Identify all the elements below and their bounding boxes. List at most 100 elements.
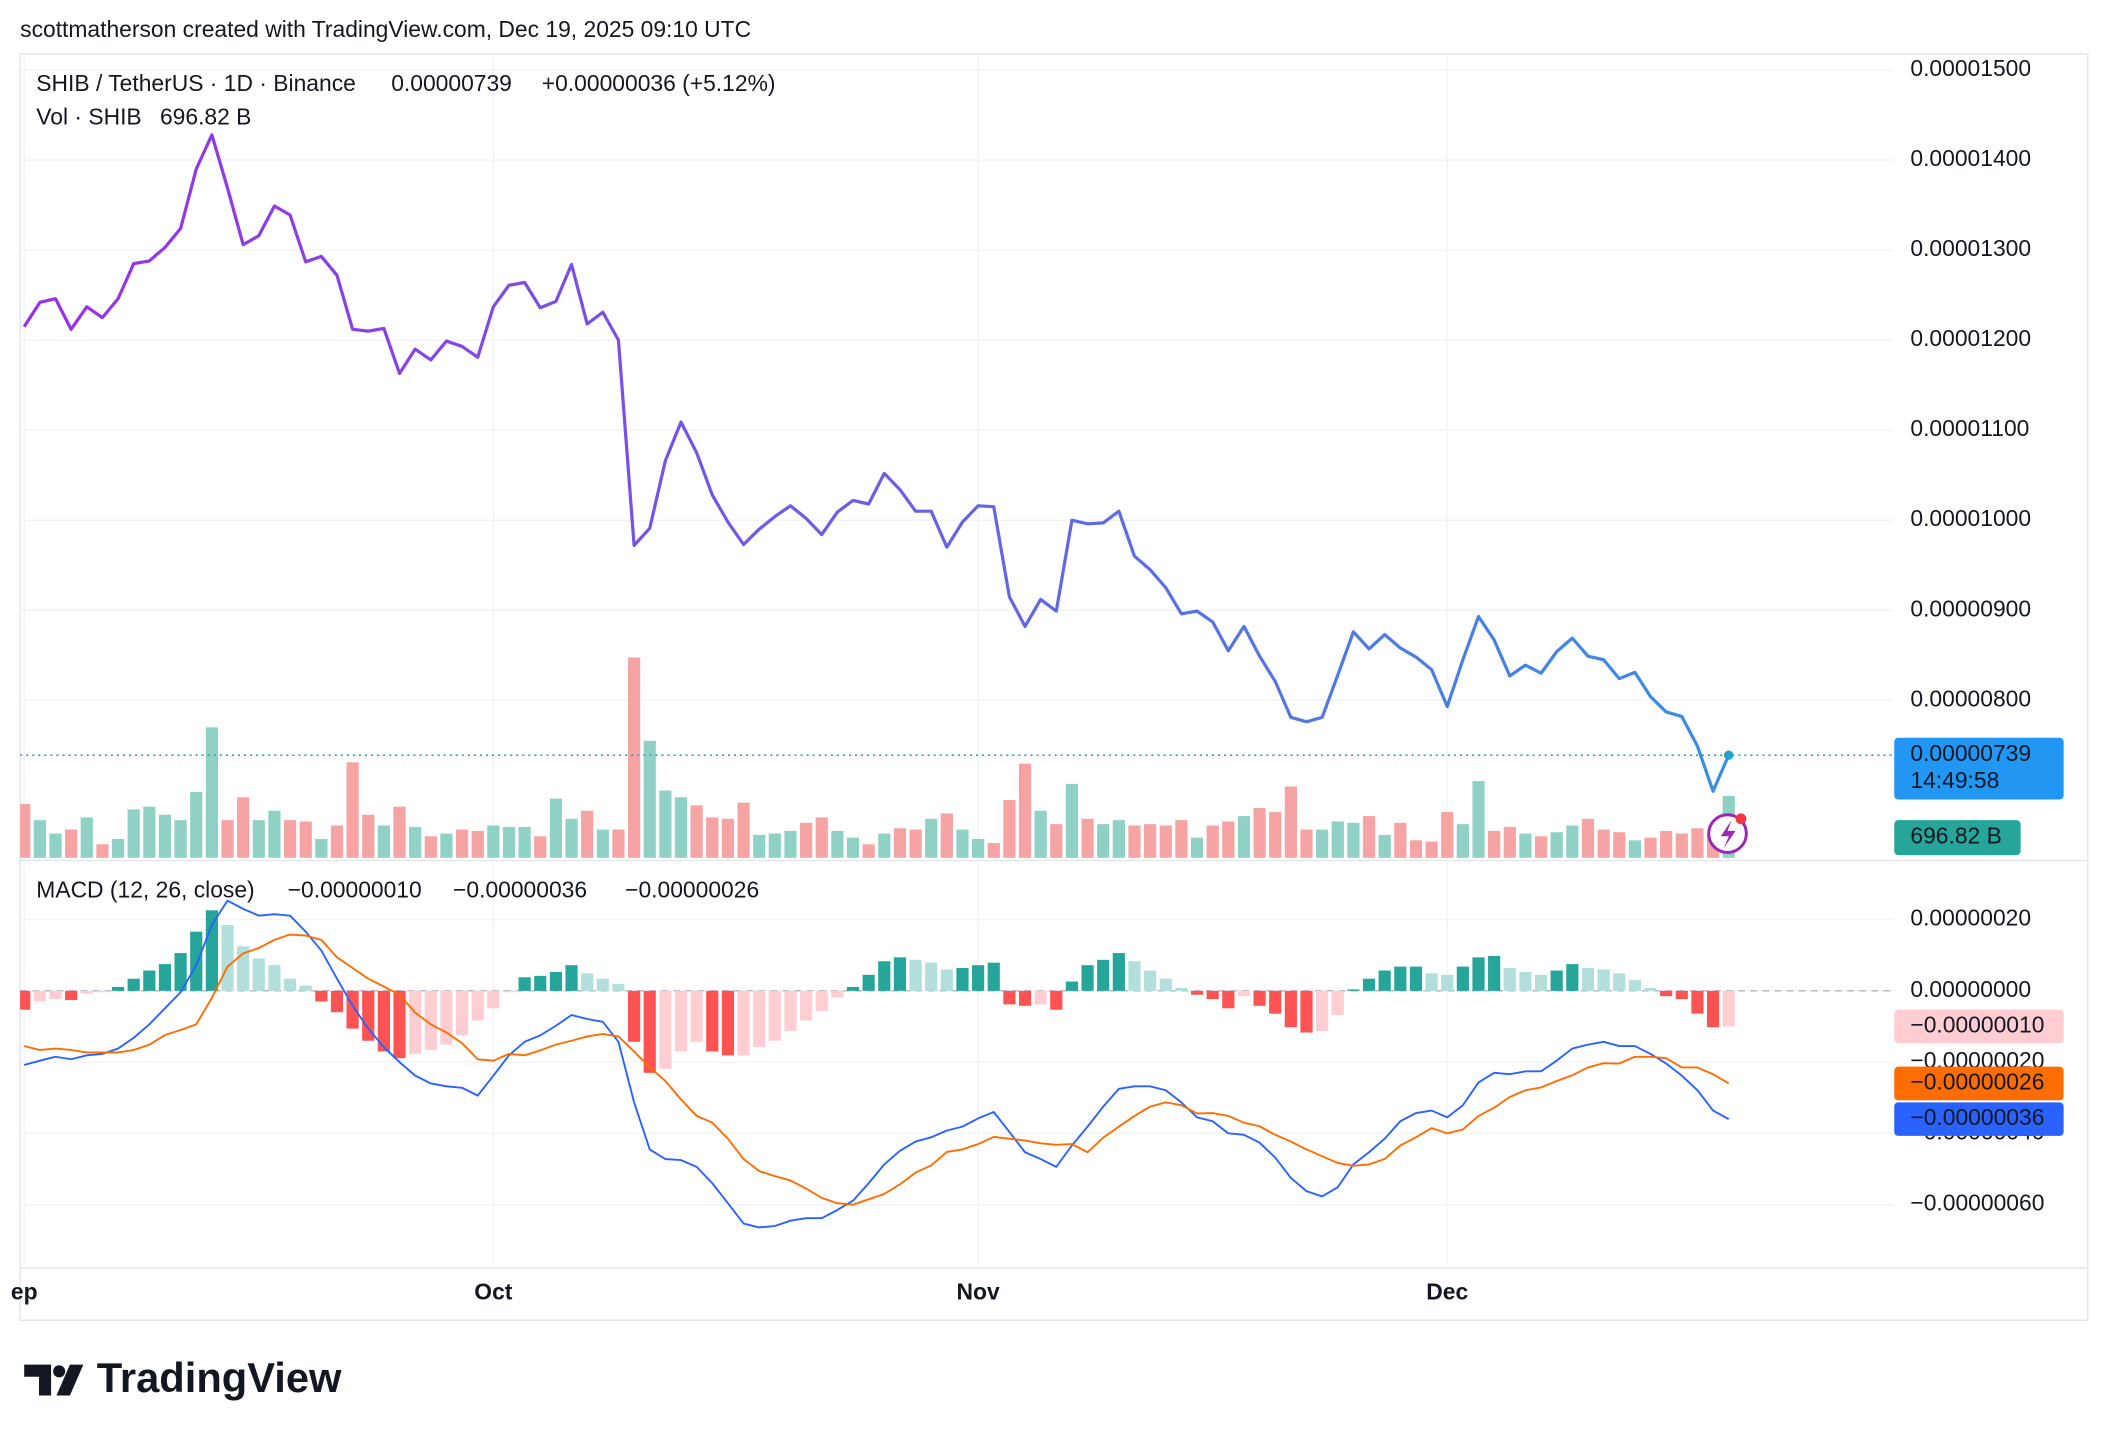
volume-bar [440,833,453,858]
volume-bar [299,821,312,858]
volume-bar [940,813,953,858]
volume-bar [1034,810,1047,858]
histogram-bar [940,969,953,991]
histogram-bar [1660,990,1673,997]
volume-bar [831,830,844,858]
histogram-bar [627,990,641,1042]
legend-signal: −0.00000026 [625,876,759,902]
histogram-bar [1613,973,1626,991]
histogram-bar [1331,990,1344,1016]
histogram-bar [1425,973,1438,991]
price-title: SHIB / TetherUS · 1D · Binance [36,70,356,96]
volume-bar [721,818,735,858]
volume-label-text: 696.82 B [1910,823,2001,849]
y-tick-label: 0.00001100 [1910,415,2029,441]
histogram-bar [925,962,938,991]
histogram-bar [424,990,437,1050]
volume-bar [1519,833,1532,858]
volume-bar [502,826,516,858]
volume-bar [690,805,703,858]
volume-bar [1503,826,1516,858]
histogram-bar [1675,990,1688,1000]
histogram-bar [643,990,656,1073]
histogram-bar [674,990,688,1052]
histogram-bar [1284,990,1297,1028]
histogram-bar [205,910,218,991]
volume-bar [393,806,406,858]
volume-bar [1050,824,1063,858]
price-label-text: 0.00000739 [1910,740,2031,766]
volume-bar [1097,824,1110,858]
histogram-bar [987,962,1000,991]
last-price-dot [1724,750,1734,760]
volume-bar [612,829,625,858]
histogram-bar [800,990,813,1021]
histogram-bar [1581,968,1595,991]
histogram-bar [174,953,187,991]
volume-bar [1472,781,1485,858]
histogram-bar [1206,990,1219,1000]
histogram-bar [1519,971,1532,991]
volume-bar [362,814,375,858]
histogram-bar [1253,990,1266,1006]
volume-bar [1691,828,1704,858]
histogram-bar [393,990,406,1059]
volume-bar [596,829,609,858]
histogram-bar [487,990,500,1009]
histogram-bar [1003,990,1016,1005]
volume-bar [784,830,797,858]
volume-bar [1237,816,1251,858]
x-tick-label: Oct [474,1278,512,1304]
histogram-bar [237,946,250,991]
histogram-bar [315,990,328,1002]
histogram-bar [1159,978,1172,991]
histogram-bar [534,975,547,991]
volume-bar [815,817,828,858]
histogram-bar [346,990,359,1029]
histogram-bar [1316,990,1329,1032]
histogram-bar [221,924,234,991]
volume-bar [627,657,641,858]
histogram-bar [1237,990,1251,997]
y-tick-label: 0.00001000 [1910,505,2031,531]
volume-title: Vol · SHIB [36,103,141,129]
volume-bar [1316,829,1329,858]
histogram-bar [1472,957,1485,991]
frame [19,53,2089,1321]
histogram-bar [972,965,985,991]
volume-bar [33,820,46,858]
histogram-bar [49,990,62,1000]
volume-bar [127,809,140,858]
volume-bar [1159,825,1172,858]
histogram-bar [252,958,265,991]
histogram-bar [1097,959,1110,991]
y-tick-label: 0.00001500 [1910,55,2031,81]
histogram-bar [1534,974,1548,991]
volume-bar [549,798,563,858]
volume-bar [643,740,656,858]
histogram-bar [1065,981,1079,991]
histogram-bar [909,959,922,991]
volume-bar [1613,832,1626,858]
volume-bar [1253,808,1266,858]
volume-bar [1003,800,1016,858]
volume-bar [1362,816,1376,858]
volume-bar [409,826,422,858]
histogram-bar [581,973,594,991]
volume-bar [1644,837,1657,858]
volume-bar [1081,818,1094,858]
histogram-bar [1691,990,1704,1014]
macd-label-text: −0.00000026 [1910,1069,2044,1095]
histogram-bar [127,978,140,991]
volume-bar [674,797,688,858]
histogram-bar [1128,961,1141,991]
volume-bar [909,829,922,858]
macd-title: MACD (12, 26, close) [36,876,254,902]
histogram-bar [502,990,516,993]
histogram-bar [565,965,578,991]
histogram-bar [1050,990,1063,1010]
volume-bar [268,810,281,858]
histogram-bar [768,990,781,1041]
volume-bar [174,820,187,858]
